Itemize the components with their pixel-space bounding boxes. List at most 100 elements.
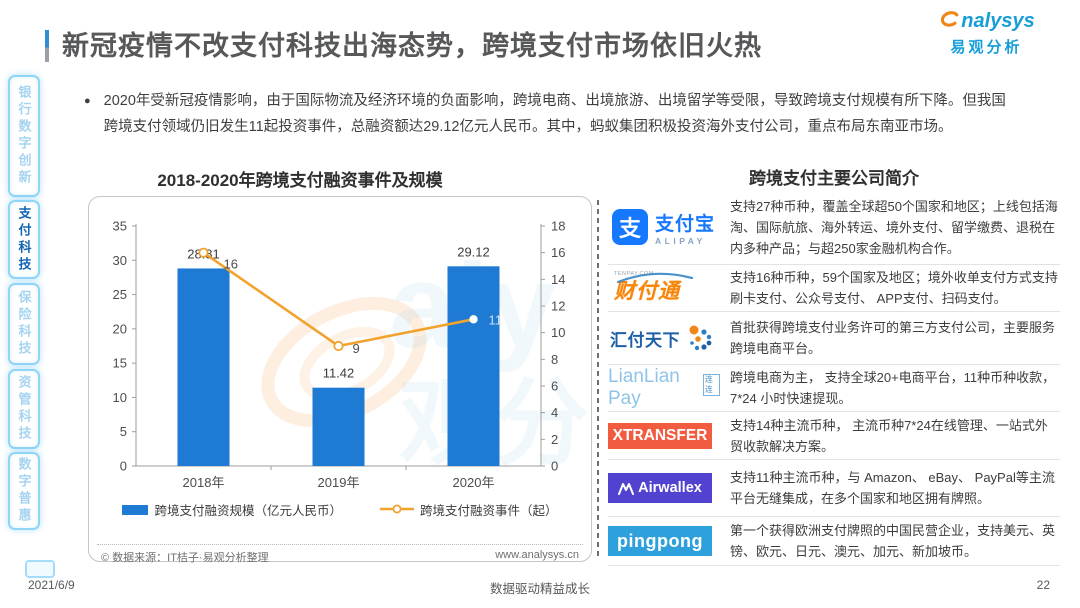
- svg-text:0: 0: [120, 459, 127, 474]
- pingpong-badge: pingpong: [608, 526, 712, 556]
- svg-text:6: 6: [551, 379, 558, 394]
- svg-text:4: 4: [551, 405, 558, 420]
- svg-text:20: 20: [113, 321, 127, 336]
- svg-text:18: 18: [551, 219, 565, 234]
- svg-text:16: 16: [224, 257, 238, 272]
- chart-source-divider: [97, 544, 583, 545]
- huifu-swirl-icon: [689, 325, 712, 351]
- sidebar-item-bank-digital[interactable]: 银行数字创新: [8, 75, 40, 197]
- company-row-tenpay: TENPAY.COM 财付通 支持16种币种，59个国家及地区；境外收单支付方式…: [608, 265, 1060, 312]
- xtransfer-badge: XTRANSFER: [608, 422, 712, 449]
- svg-text:10: 10: [551, 325, 565, 340]
- svg-text:11.42: 11.42: [323, 366, 355, 381]
- alipay-logo-en: ALIPAY: [655, 235, 706, 246]
- footer-page-number: 22: [1036, 578, 1050, 592]
- svg-text:12: 12: [551, 299, 565, 314]
- summary-text: 2020年受新冠疫情影响，由于国际物流及经济环境的负面影响，跨境电商、出境旅游、…: [103, 93, 1006, 135]
- lianlian-logo-cn: 连连: [702, 374, 720, 396]
- company-desc: 第一个获得欧洲支付牌照的中国民营企业，支持美元、英镑、欧元、日元、澳元、加元、新…: [730, 523, 1056, 559]
- sidebar-bottom-decoration: [25, 560, 55, 578]
- svg-text:11: 11: [489, 312, 503, 327]
- chart-container: aly 观分 051015202530350246810121416182018…: [88, 196, 592, 564]
- svg-text:10: 10: [113, 390, 127, 405]
- legend-line-label: 跨境支付融资事件（起）: [420, 504, 558, 518]
- chart-source-left: © 数据来源：IT桔子·易观分析整理: [101, 552, 269, 564]
- airwallex-mark-icon: [618, 482, 635, 495]
- section-divider: [597, 200, 599, 560]
- brand-name-en: nalysys: [961, 10, 1035, 32]
- tenpay-logo: TENPAY.COM 财付通: [608, 271, 720, 305]
- sidebar-item-label: 资管科技: [16, 375, 32, 443]
- page-title: 新冠疫情不改支付科技出海态势，跨境支付市场依旧火热: [62, 31, 762, 61]
- footer-slogan: 数据驱动精益成长: [489, 582, 590, 596]
- sidebar-item-label: 数字普惠: [16, 457, 32, 525]
- brand-logo: nalysys 易观分析: [929, 8, 1044, 57]
- chart-title: 2018-2020年跨境支付融资事件及规模: [157, 171, 443, 190]
- huifu-logo: 汇付天下: [608, 323, 720, 353]
- legend-bar-label: 跨境支付融资规模（亿元人民币）: [154, 504, 342, 518]
- xtransfer-logo: XTRANSFER: [608, 422, 720, 449]
- lianlian-logo-en: LianLian Pay: [608, 366, 680, 409]
- companies-panel-title: 跨境支付主要公司简介: [749, 169, 919, 188]
- company-desc: 支持14种主流币种， 主流币种7*24在线管理、一站式外贸收款解决方案。: [730, 417, 1048, 454]
- sidebar-item-label: 支付科技: [16, 205, 32, 274]
- company-row-huifu: 汇付天下 首批获得跨境支付业务许可的第三方支付公司，主要服务跨境电商平台。: [608, 312, 1060, 365]
- alipay-icon: 支: [612, 209, 648, 245]
- alipay-logo-cn: 支付宝: [655, 213, 716, 235]
- pingpong-logo: pingpong: [608, 526, 720, 556]
- sidebar-item-asset-tech[interactable]: 资管科技: [8, 369, 40, 449]
- svg-text:2019年: 2019年: [318, 475, 360, 490]
- company-desc: 跨境电商为主， 支持全球20+电商平台，11种币种收款，7*24 小时快速提现。: [730, 370, 1056, 406]
- svg-text:30: 30: [113, 253, 127, 268]
- analysys-url-link[interactable]: www.analysys.cn: [495, 549, 579, 561]
- sidebar-item-insurance-tech[interactable]: 保险科技: [8, 283, 40, 365]
- airwallex-logo: Airwallex: [608, 473, 720, 503]
- svg-text:35: 35: [113, 219, 127, 234]
- svg-text:0: 0: [551, 459, 558, 474]
- svg-text:8: 8: [551, 352, 558, 367]
- company-row-pingpong: pingpong 第一个获得欧洲支付牌照的中国民营企业，支持美元、英镑、欧元、日…: [608, 517, 1060, 566]
- summary-block: ● 2020年受新冠疫情影响，由于国际物流及经济环境的负面影响，跨境电商、出境旅…: [84, 88, 1014, 140]
- huifu-logo-cn: 汇付天下: [610, 330, 680, 350]
- svg-text:29.12: 29.12: [457, 244, 490, 259]
- company-desc: 支持16种币种，59个国家及地区；境外收单支付方式支持刷卡支付、公众号支付、 A…: [730, 270, 1058, 306]
- company-desc: 支持27种币种，覆盖全球超50个国家和地区；上线包括海淘、国际航旅、海外转运、境…: [730, 198, 1058, 256]
- svg-text:15: 15: [113, 356, 127, 371]
- tenpay-logo-cn: 财付通: [614, 280, 680, 303]
- title-accent-bar: [45, 30, 49, 62]
- svg-text:2: 2: [551, 432, 558, 447]
- sidebar-item-payment-tech[interactable]: 支付科技: [8, 200, 40, 279]
- svg-text:25: 25: [113, 287, 127, 302]
- company-row-xtransfer: XTRANSFER 支持14种主流币种， 主流币种7*24在线管理、一站式外贸收…: [608, 412, 1060, 460]
- company-row-lianlian: LianLian Pay 连连 跨境电商为主， 支持全球20+电商平台，11种币…: [608, 365, 1060, 412]
- legend-item-bar: 跨境支付融资规模（亿元人民币）: [122, 500, 342, 519]
- airwallex-badge-text: Airwallex: [638, 480, 702, 496]
- company-desc: 支持11种主流币种，与 Amazon、 eBay、 PayPal等主流平台无缝集…: [730, 470, 1055, 506]
- company-desc: 首批获得跨境支付业务许可的第三方支付公司，主要服务跨境电商平台。: [730, 320, 1056, 356]
- svg-text:14: 14: [551, 272, 565, 287]
- bullet-icon: ●: [84, 95, 91, 107]
- companies-panel: 支 支付宝 ALIPAY 支持27种币种，覆盖全球超50个国家和地区；上线包括海…: [608, 190, 1060, 566]
- tenpay-logo-url: TENPAY.COM: [614, 271, 654, 277]
- brand-name-cn: 易观分析: [950, 39, 1023, 56]
- legend-line-swatch: [380, 503, 414, 517]
- company-row-airwallex: Airwallex 支持11种主流币种，与 Amazon、 eBay、 PayP…: [608, 460, 1060, 517]
- footer-date: 2021/6/9: [28, 578, 75, 592]
- sidebar-item-label: 保险科技: [16, 290, 32, 358]
- tenpay-swoosh-icon: [616, 272, 694, 284]
- svg-text:5: 5: [120, 424, 127, 439]
- analysys-swirl-icon: [938, 8, 960, 35]
- chart-legend: 跨境支付融资规模（亿元人民币） 跨境支付融资事件（起）: [89, 500, 591, 519]
- company-row-alipay: 支 支付宝 ALIPAY 支持27种币种，覆盖全球超50个国家和地区；上线包括海…: [608, 190, 1060, 265]
- svg-text:2020年: 2020年: [453, 475, 495, 490]
- svg-text:2018年: 2018年: [183, 475, 225, 490]
- legend-item-line: 跨境支付融资事件（起）: [380, 500, 558, 519]
- legend-bar-swatch: [122, 504, 149, 515]
- svg-text:9: 9: [353, 341, 360, 356]
- svg-text:16: 16: [551, 245, 565, 260]
- sidebar-item-digital-inclusion[interactable]: 数字普惠: [8, 452, 40, 530]
- chart-plot: 0 5 10 15 20 25 30 35 0 2 4 6 8 10 12 14 16 18 2018年 2019年 2…: [113, 219, 566, 491]
- alipay-logo: 支 支付宝 ALIPAY: [608, 209, 720, 246]
- lianlian-logo: LianLian Pay 连连: [608, 366, 720, 410]
